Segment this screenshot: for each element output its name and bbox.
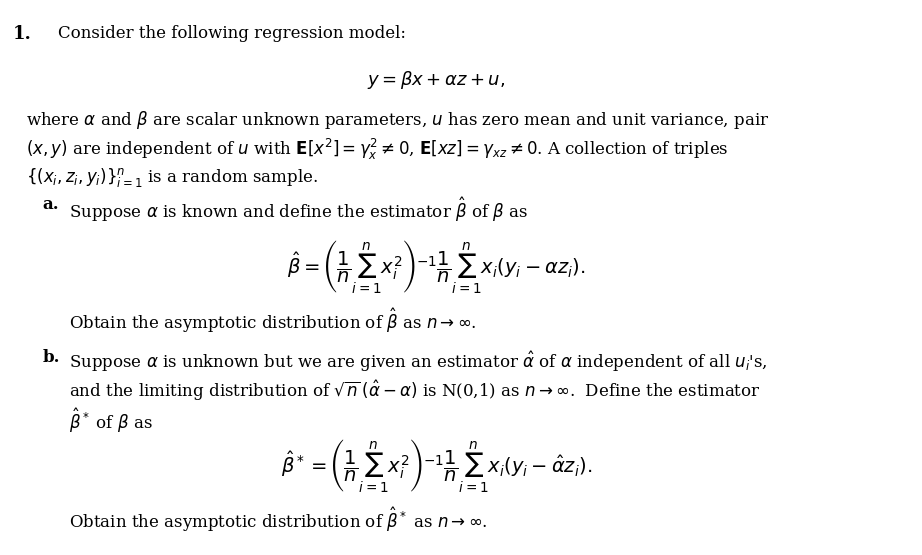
Text: 1.: 1. bbox=[13, 25, 31, 43]
Text: Obtain the asymptotic distribution of $\hat{\beta}^*$ as $n \to \infty$.: Obtain the asymptotic distribution of $\… bbox=[69, 505, 488, 533]
Text: $\hat{\beta} = \left(\dfrac{1}{n}\sum_{i=1}^{n}x_i^2\right)^{-1} \dfrac{1}{n}\su: $\hat{\beta} = \left(\dfrac{1}{n}\sum_{i… bbox=[288, 239, 585, 296]
Text: $\hat{\beta}^* = \left(\dfrac{1}{n}\sum_{i=1}^{n}x_i^2\right)^{-1} \dfrac{1}{n}\: $\hat{\beta}^* = \left(\dfrac{1}{n}\sum_… bbox=[281, 438, 592, 495]
Text: Consider the following regression model:: Consider the following regression model: bbox=[58, 25, 406, 42]
Text: b.: b. bbox=[42, 349, 60, 366]
Text: a.: a. bbox=[42, 196, 59, 213]
Text: $\{(x_i,z_i,y_i)\}_{i=1}^{n}$ is a random sample.: $\{(x_i,z_i,y_i)\}_{i=1}^{n}$ is a rando… bbox=[26, 166, 318, 189]
Text: Suppose $\alpha$ is unknown but we are given an estimator $\hat{\alpha}$ of $\al: Suppose $\alpha$ is unknown but we are g… bbox=[69, 349, 768, 374]
Text: Suppose $\alpha$ is known and define the estimator $\hat{\beta}$ of $\beta$ as: Suppose $\alpha$ is known and define the… bbox=[69, 196, 528, 224]
Text: Obtain the asymptotic distribution of $\hat{\beta}$ as $n \to \infty$.: Obtain the asymptotic distribution of $\… bbox=[69, 306, 477, 335]
Text: $(x,y)$ are independent of $u$ with $\mathbf{E}[x^2] = \gamma_x^2 \neq 0$, $\mat: $(x,y)$ are independent of $u$ with $\ma… bbox=[26, 137, 728, 162]
Text: where $\alpha$ and $\beta$ are scalar unknown parameters, $u$ has zero mean and : where $\alpha$ and $\beta$ are scalar un… bbox=[26, 109, 769, 130]
Text: and the limiting distribution of $\sqrt{n}\,(\hat{\alpha} - \alpha)$ is N(0,1) a: and the limiting distribution of $\sqrt{… bbox=[69, 378, 761, 402]
Text: $y = \beta x + \alpha z + u,$: $y = \beta x + \alpha z + u,$ bbox=[368, 69, 506, 91]
Text: $\hat{\beta}^*$ of $\beta$ as: $\hat{\beta}^*$ of $\beta$ as bbox=[69, 407, 153, 435]
